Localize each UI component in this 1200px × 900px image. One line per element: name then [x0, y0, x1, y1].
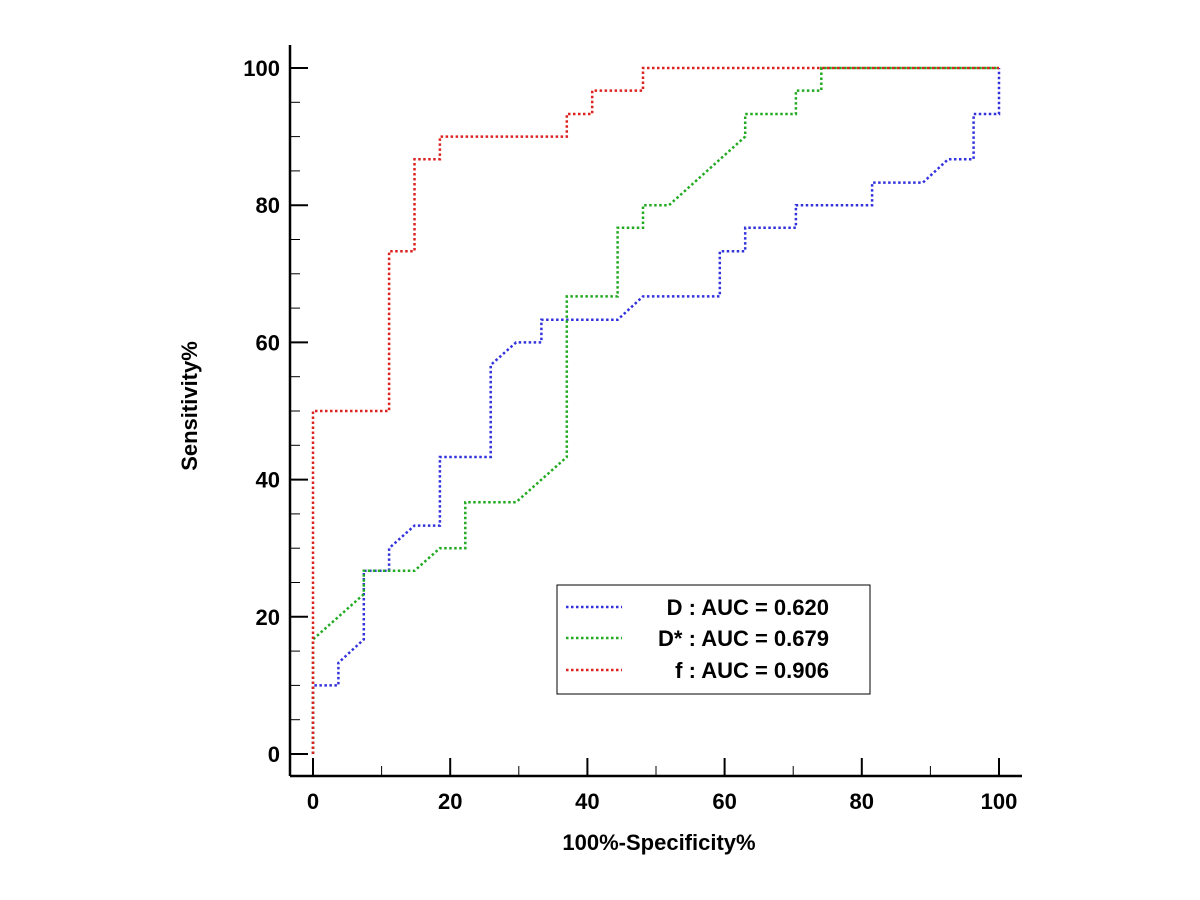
- legend: D : AUC = 0.620 D* : AUC = 0.679 f : AUC…: [556, 584, 871, 695]
- x-tick-label: 100: [981, 789, 1018, 814]
- tick-labels: 0 20 40 60 80 100 0 20 40 60 80 100: [243, 56, 1017, 814]
- y-tick-label: 40: [256, 468, 280, 493]
- roc-line-f: [311, 66, 999, 754]
- x-tick-label: 0: [307, 789, 319, 814]
- x-tick-label: 40: [575, 789, 599, 814]
- y-tick-label: 60: [256, 330, 280, 355]
- x-tick-label: 60: [712, 789, 736, 814]
- ticks: [290, 67, 1000, 776]
- x-axis-title: 100%-Specificity%: [562, 830, 755, 855]
- legend-box: [556, 584, 871, 695]
- y-tick-label: 80: [256, 193, 280, 218]
- y-tick-label: 20: [256, 605, 280, 630]
- legend-label-f: f : AUC = 0.906: [675, 658, 829, 683]
- y-axis-title: Sensitivity%: [177, 341, 202, 471]
- legend-label-dstar: D* : AUC = 0.679: [658, 626, 829, 651]
- y-tick-label: 100: [243, 56, 280, 81]
- x-tick-label: 80: [850, 789, 874, 814]
- roc-line-d: [311, 68, 1001, 754]
- legend-label-d: D : AUC = 0.620: [667, 595, 829, 620]
- series-lines: [311, 66, 1001, 754]
- roc-line-dstar: [311, 66, 999, 754]
- y-tick-label: 0: [268, 742, 280, 767]
- x-tick-label: 20: [438, 789, 462, 814]
